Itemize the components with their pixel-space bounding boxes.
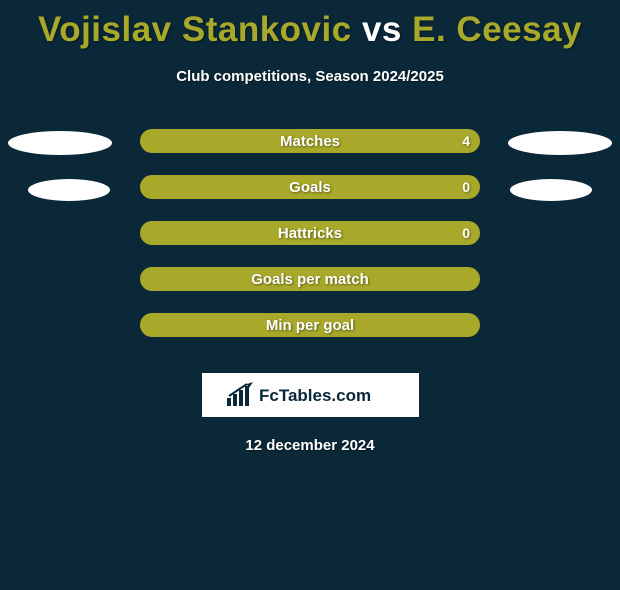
stat-row-goals-per-match: Goals per match <box>0 265 620 311</box>
stat-row-min-per-goal: Min per goal <box>0 311 620 357</box>
stat-val-right: 4 <box>462 133 470 149</box>
date-text: 12 december 2024 <box>0 437 620 454</box>
logo-box: FcTables.com <box>202 373 419 417</box>
stat-label: Goals per match <box>140 271 480 288</box>
svg-text:FcTables.com: FcTables.com <box>259 386 371 405</box>
stat-row-hattricks: Hattricks 0 <box>0 219 620 265</box>
stat-row-goals: Goals 0 <box>0 173 620 219</box>
ellipse-right <box>508 131 612 155</box>
player1-name: Vojislav Stankovic <box>38 10 352 49</box>
fctables-logo-icon: FcTables.com <box>225 380 395 410</box>
stat-rows: Matches 4 Goals 0 Hattricks 0 Goals per … <box>0 127 620 357</box>
stat-label: Min per goal <box>140 317 480 334</box>
page-title: Vojislav Stankovic vs E. Ceesay <box>0 10 620 50</box>
stat-bar: Min per goal <box>140 313 480 337</box>
stat-bar: Hattricks 0 <box>140 221 480 245</box>
vs-text: vs <box>362 10 402 49</box>
ellipse-left <box>8 131 112 155</box>
stat-bar: Matches 4 <box>140 129 480 153</box>
stat-val-right: 0 <box>462 179 470 195</box>
stat-bar: Goals per match <box>140 267 480 291</box>
player2-name: E. Ceesay <box>412 10 582 49</box>
stat-bar: Goals 0 <box>140 175 480 199</box>
subtitle: Club competitions, Season 2024/2025 <box>0 68 620 85</box>
stat-row-matches: Matches 4 <box>0 127 620 173</box>
stat-label: Hattricks <box>140 225 480 242</box>
stat-label: Goals <box>140 179 480 196</box>
stat-label: Matches <box>140 133 480 150</box>
ellipse-right <box>510 179 592 201</box>
stat-val-right: 0 <box>462 225 470 241</box>
ellipse-left <box>28 179 110 201</box>
